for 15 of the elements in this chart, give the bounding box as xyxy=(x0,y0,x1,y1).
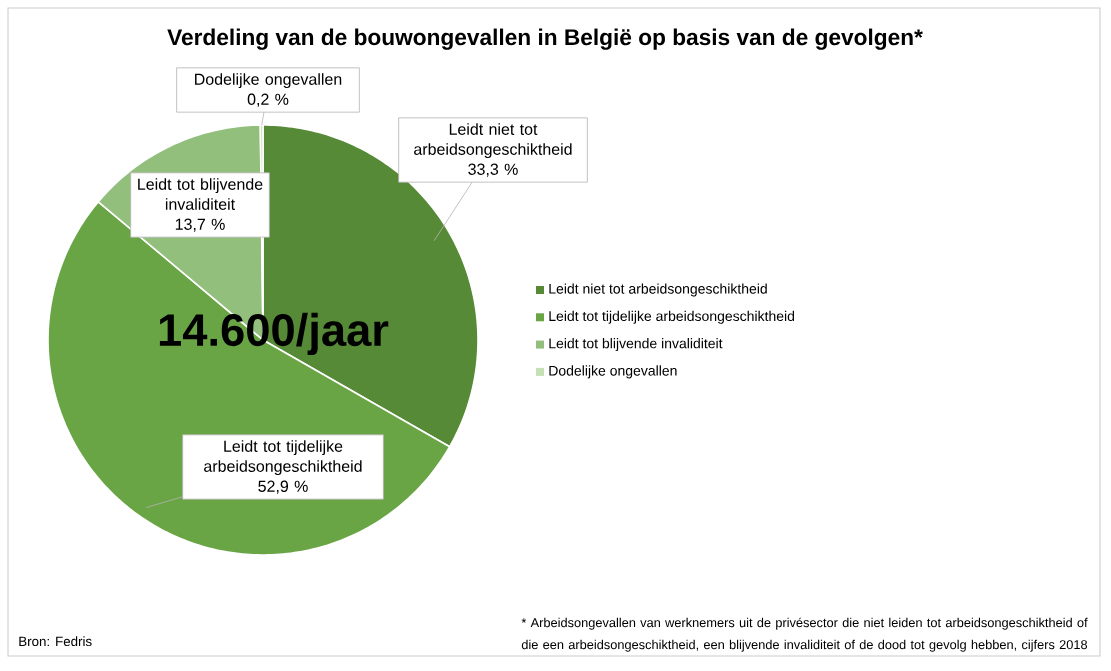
text: * Arbeidsongevallen van werknemers uit de privésector die niet leiden tot arbeidsongeschiktheid of die een arbeidsongeschiktheid, een blijvende invaliditeit of de dood tot gevolg hebben, cijfers 2018 xyxy=(521,617,1088,652)
data-label: 13,7 % xyxy=(175,218,225,232)
data-label: 52,9 % xyxy=(258,480,308,494)
data-label: 33,3 % xyxy=(468,163,518,177)
data-label: 0,2 % xyxy=(247,93,289,107)
legend-label: Leidt tot blijvende invaliditeit xyxy=(549,338,723,352)
slice-label: Leidt niet tot arbeidsongeschiktheid xyxy=(414,123,572,159)
chart-title: Verdeling van de bouwongevallen in België op basis van de gevolgen* xyxy=(167,28,923,50)
legend-label: Leidt tot tijdelijke arbeidsongeschiktheid xyxy=(549,310,795,324)
legend-label: Leidt niet tot arbeidsongeschiktheid xyxy=(549,283,767,297)
text: Bron: Fedris xyxy=(19,636,92,647)
slice-label: Dodelijke ongevallen xyxy=(195,73,342,89)
slice-label: Leidt tot blijvende invaliditeit xyxy=(138,178,263,210)
slice-label: Leidt tot tijdelijke arbeidsongeschiktheid xyxy=(204,440,362,476)
legend-label: Dodelijke ongevallen xyxy=(549,365,677,379)
